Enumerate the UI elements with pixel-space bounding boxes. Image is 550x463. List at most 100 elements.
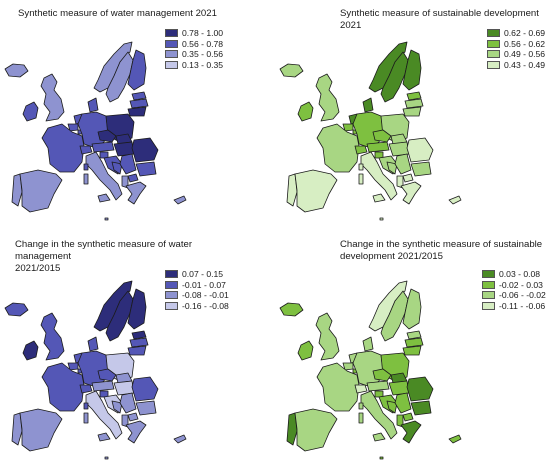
region-sardinia [358,412,364,424]
region-latvia [404,337,424,348]
region-czechia [97,368,117,382]
region-romania [406,376,434,402]
legend-swatch [482,270,495,279]
legend-swatch [482,280,495,289]
region-romania [131,376,159,402]
region-united-kingdom [315,73,340,122]
region-malta [104,456,109,460]
legend-swatch [482,301,495,310]
region-iceland [279,63,304,78]
region-portugal [286,173,298,207]
region-corsica [358,402,364,410]
region-bulgaria [410,161,432,177]
region-denmark [87,336,99,352]
region-switzerland [79,145,93,155]
legend-label: 0.56 - 0.78 [182,38,224,49]
legend-item: 0.07 - 0.15 [165,269,229,280]
map-panel-sustainable-change: Change in the synthetic measure of susta… [275,229,550,460]
legend-item: 0.56 - 0.78 [165,39,223,50]
legend-swatch [487,60,500,69]
region-spain [294,408,338,452]
map-title: Change in the synthetic measure of water… [15,239,193,274]
region-sardinia [83,412,89,424]
region-iceland [279,302,304,317]
legend-swatch [487,39,500,48]
region-greece [400,420,422,444]
legend-item: 0.13 - 0.35 [165,60,223,71]
region-austria [91,380,115,392]
region-latvia [129,98,149,109]
region-sardinia [83,173,89,185]
region-bosnia [386,400,398,414]
region-sicily [97,432,111,442]
map-panel-sustainable-2021: Synthetic measure of sustainable develop… [275,0,550,229]
legend-swatch [487,29,500,38]
region-sicily [372,432,386,442]
legend-item: 0.43 - 0.49 [487,60,545,71]
legend-item: -0.02 - 0.03 [482,280,546,291]
region-bulgaria [135,400,157,416]
region-switzerland [354,145,368,155]
region-cyprus [448,195,462,205]
region-finland [402,49,422,91]
region-greece [125,181,147,205]
region-czechia [372,129,392,143]
legend-label: 0.13 - 0.35 [182,59,224,70]
region-north-macedonia [127,173,139,183]
region-cyprus [448,434,462,444]
map-legend: 0.03 - 0.08 -0.02 - 0.03 -0.06 - -0.02 -0.1… [482,269,546,311]
region-malta [104,217,109,221]
region-sardinia [358,173,364,185]
legend-swatch [165,60,178,69]
region-north-macedonia [402,173,414,183]
region-finland [127,49,147,91]
region-slovenia [99,151,109,159]
map-title: Synthetic measure of water management 20… [18,8,217,19]
region-bosnia [386,161,398,175]
europe-choropleth-map [4,41,187,221]
region-lithuania [402,345,422,356]
region-estonia [406,330,422,340]
region-denmark [87,97,99,113]
legend-label: 0.35 - 0.56 [182,49,224,60]
region-ireland [297,101,314,122]
legend-item: 0.78 - 1.00 [165,28,223,39]
legend-item: 0.49 - 0.56 [487,49,545,60]
legend-swatch [165,301,178,310]
region-lithuania [127,106,147,117]
legend-item: 0.56 - 0.62 [487,39,545,50]
legend-label: 0.07 - 0.15 [182,269,224,280]
region-italy [85,151,123,201]
legend-label: 0.78 - 1.00 [182,28,224,39]
region-estonia [406,91,422,101]
europe-choropleth-map [4,280,187,460]
region-portugal [11,173,23,207]
region-bosnia [111,161,123,175]
legend-swatch [165,291,178,300]
legend-swatch [487,50,500,59]
region-finland [402,288,422,330]
map-title: Synthetic measure of sustainable develop… [340,8,539,31]
region-france [316,362,360,412]
region-czechia [372,368,392,382]
region-austria [366,141,390,153]
legend-label: 0.49 - 0.56 [504,49,546,60]
region-finland [127,288,147,330]
legend-item: 0.35 - 0.56 [165,49,223,60]
region-france [41,362,85,412]
legend-label: -0.06 - -0.02 [499,290,546,301]
map-panel-water-change: Change in the synthetic measure of water… [0,229,275,460]
legend-item: -0.08 - -0.01 [165,290,229,301]
region-italy [85,390,123,440]
region-romania [406,137,434,163]
legend-label: 0.62 - 0.69 [504,28,546,39]
region-corsica [83,402,89,410]
region-slovenia [374,151,384,159]
region-estonia [131,330,147,340]
map-title: Change in the synthetic measure of susta… [340,239,543,262]
legend-item: -0.01 - 0.07 [165,280,229,291]
region-united-kingdom [40,73,65,122]
region-bulgaria [135,161,157,177]
region-lithuania [402,106,422,117]
region-france [41,123,85,173]
